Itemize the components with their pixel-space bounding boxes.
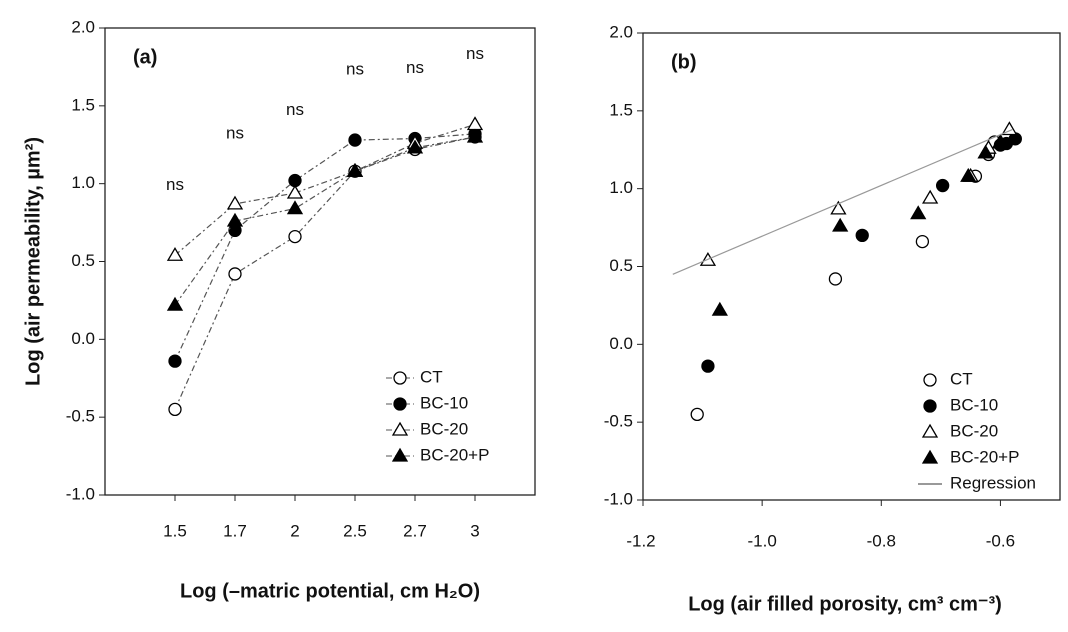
legend-label: CT	[420, 367, 443, 386]
legend-marker	[923, 373, 937, 387]
y-tick-label: 0.5	[609, 256, 633, 275]
marker	[466, 128, 484, 143]
marker	[226, 212, 244, 227]
panel-label: (a)	[133, 46, 157, 68]
y-tick-label: 1.5	[71, 95, 95, 114]
annotation: ns	[466, 44, 484, 63]
marker	[166, 246, 184, 261]
annotation: ns	[346, 60, 364, 79]
marker	[228, 267, 242, 281]
x-tick-label: 2.7	[403, 521, 427, 540]
x-tick-label: -1.2	[626, 531, 655, 550]
y-tick-label: -1.0	[604, 489, 633, 508]
series-line	[174, 136, 476, 410]
marker	[828, 272, 843, 286]
x-tick-label: 1.5	[163, 521, 187, 540]
marker	[935, 178, 950, 193]
series-line	[174, 123, 476, 256]
marker	[701, 359, 715, 373]
marker	[1001, 121, 1018, 136]
legend-label: BC-20+P	[950, 447, 1019, 466]
marker	[286, 200, 304, 215]
y-tick-label: -1.0	[66, 484, 95, 503]
marker	[226, 195, 244, 210]
x-tick-label: 3	[470, 521, 479, 540]
legend-label: BC-20	[420, 419, 468, 438]
marker	[346, 162, 364, 177]
marker	[977, 144, 994, 159]
annotation: ns	[286, 100, 304, 119]
y-tick-label: -0.5	[604, 412, 633, 431]
plot-frame	[104, 27, 536, 496]
legend-marker	[391, 447, 409, 462]
x-tick-label: -0.8	[867, 531, 896, 550]
y-axis-label: Log (air permeability, µm²)	[22, 137, 44, 386]
y-tick-label: 2.0	[71, 17, 95, 36]
legend-label: BC-20	[950, 421, 998, 440]
series-line	[174, 133, 476, 362]
legend-marker	[921, 449, 939, 464]
annotation: ns	[166, 175, 184, 194]
x-tick-label: -0.6	[986, 531, 1015, 550]
legend-label: BC-10	[420, 393, 468, 412]
marker	[910, 205, 927, 220]
y-tick-label: 2.0	[609, 22, 633, 41]
marker	[168, 402, 182, 417]
series-line	[672, 128, 1013, 275]
marker	[915, 234, 930, 249]
marker	[711, 301, 728, 316]
y-tick-label: 0.5	[71, 251, 95, 270]
legend-marker	[393, 397, 407, 411]
y-tick-label: 1.5	[609, 100, 633, 119]
legend-label: Regression	[950, 473, 1036, 492]
x-tick-label: 2.5	[343, 521, 367, 540]
marker	[168, 354, 182, 368]
series-line	[174, 136, 476, 306]
panel-label: (b)	[671, 51, 697, 73]
x-tick-label: -1.0	[747, 531, 776, 550]
x-tick-label: 2	[290, 521, 299, 540]
marker	[830, 200, 847, 215]
y-tick-label: 0.0	[609, 334, 633, 353]
y-tick-label: 1.0	[71, 173, 95, 192]
legend-marker	[923, 399, 937, 413]
marker	[992, 133, 1009, 148]
marker	[286, 184, 304, 199]
legend-marker	[393, 371, 407, 385]
annotation: ns	[406, 58, 424, 77]
marker	[406, 139, 424, 154]
legend-marker	[921, 423, 939, 438]
x-tick-label: 1.7	[223, 521, 247, 540]
marker	[348, 133, 362, 147]
marker	[922, 189, 939, 204]
legend-label: BC-20+P	[420, 445, 489, 464]
annotation: ns	[226, 123, 244, 142]
y-tick-label: -0.5	[66, 407, 95, 426]
marker	[690, 407, 704, 422]
marker	[166, 296, 184, 311]
x-axis-label: Log (–matric potential, cm H₂O)	[180, 580, 480, 602]
legend-marker	[391, 421, 409, 436]
legend-label: CT	[950, 369, 973, 388]
marker	[832, 217, 849, 232]
marker	[288, 229, 302, 244]
y-tick-label: 0.0	[71, 329, 95, 348]
y-tick-label: 1.0	[609, 178, 633, 197]
legend-label: BC-10	[950, 395, 998, 414]
marker	[466, 116, 484, 131]
x-axis-label: Log (air filled porosity, cm³ cm⁻³)	[688, 593, 1002, 615]
marker	[855, 228, 869, 243]
marker	[960, 167, 977, 182]
